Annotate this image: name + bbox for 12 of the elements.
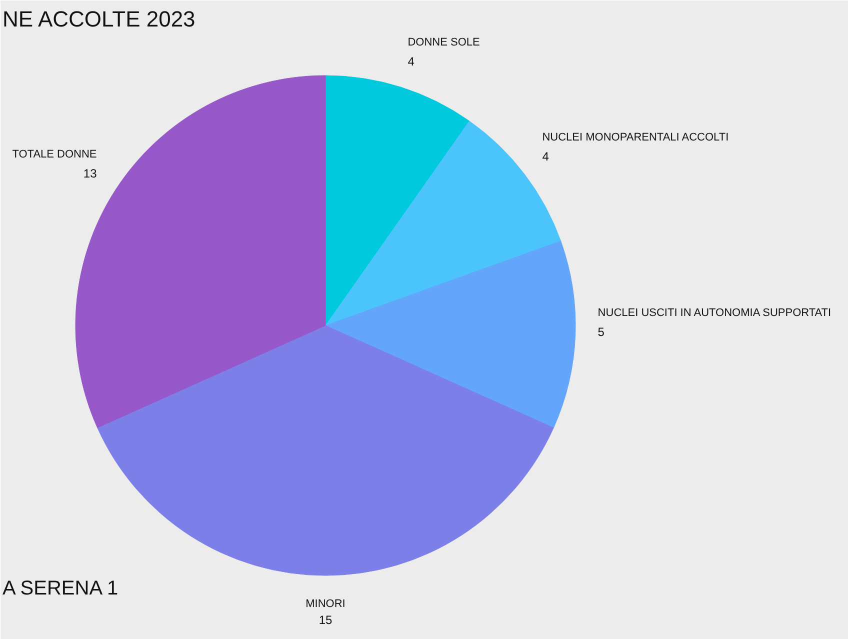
data-label: 4: [542, 149, 550, 164]
slice-label: NUCLEI MONOPARENTALI ACCOLTI: [542, 131, 729, 144]
slice-label: MINORI: [306, 598, 346, 610]
text: A SERENA 1: [2, 578, 118, 600]
slice-label: NUCLEI USCITI IN AUTONOMIA SUPPORTATI: [598, 306, 832, 319]
slice-label: DONNE SOLE: [408, 36, 480, 49]
data-label: 5: [598, 324, 605, 339]
chart-title: NE ACCOLTE 2023: [2, 6, 196, 32]
slice-label: TOTALE DONNE: [12, 148, 97, 160]
data-label: 15: [318, 613, 332, 627]
data-label: 13: [83, 166, 98, 180]
data-label: 4: [408, 54, 415, 69]
